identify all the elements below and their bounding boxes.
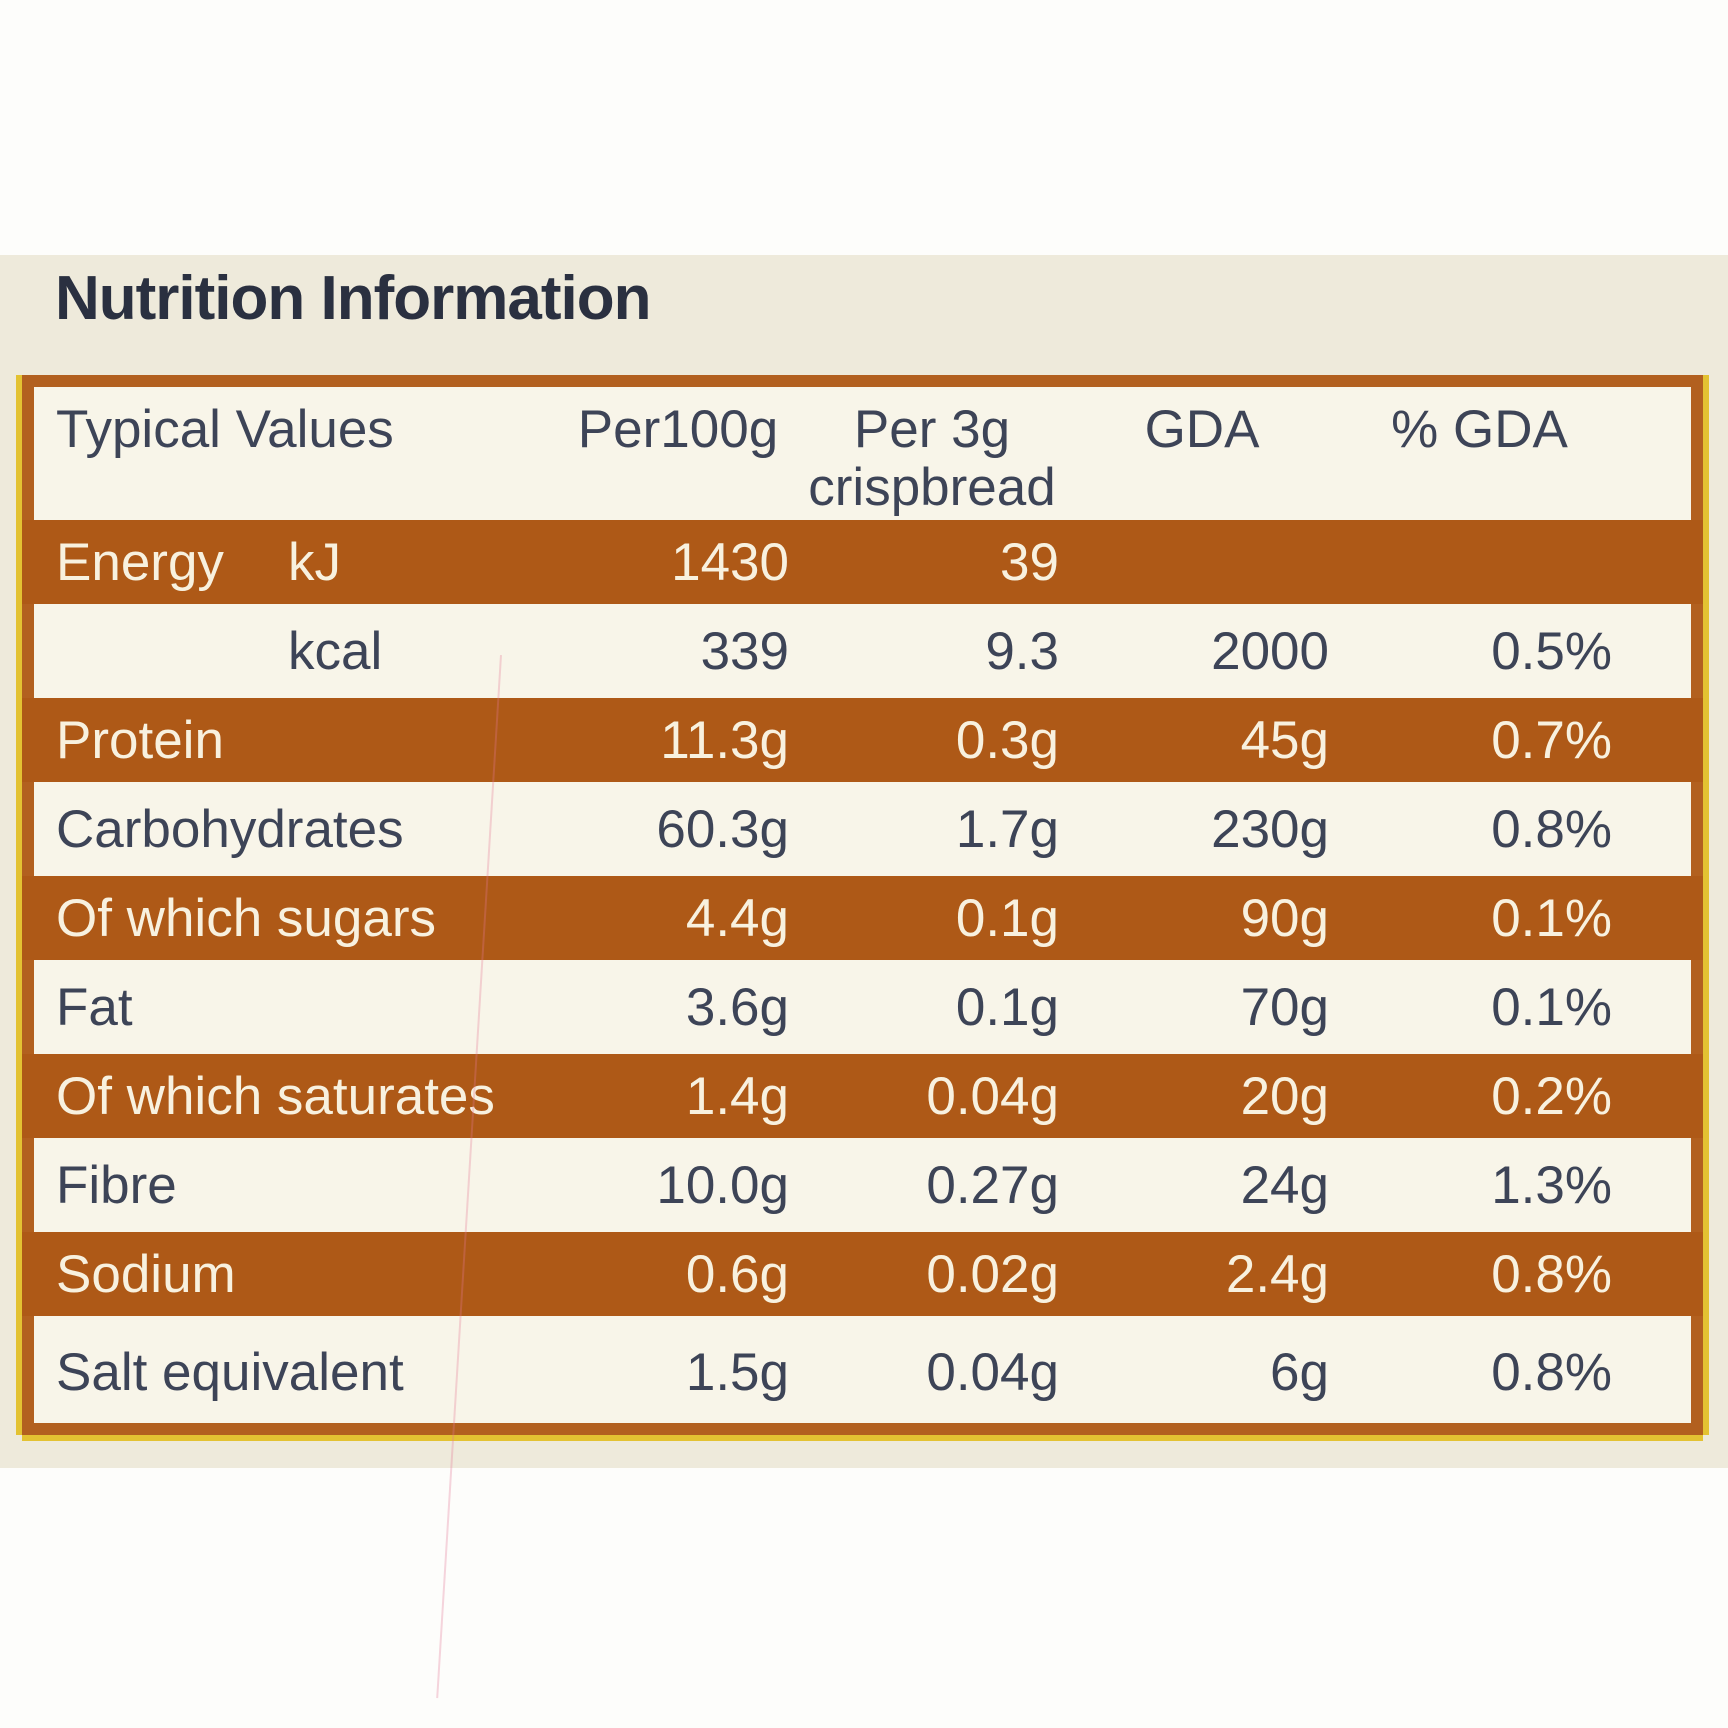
value-gda: 2000	[1211, 621, 1329, 681]
value-per-100g: 1.4g	[685, 1066, 789, 1126]
header-pct-gda: % GDA	[1391, 400, 1568, 459]
value-gda: 24g	[1240, 1155, 1329, 1215]
nutrient-unit: kcal	[288, 621, 383, 681]
value-per-3g: 39	[1000, 532, 1059, 592]
value-per-100g: 60.3g	[656, 799, 789, 859]
value-per-3g: 0.1g	[955, 888, 1059, 948]
header-per-3g-line1: Per 3g	[853, 400, 1011, 459]
value-per-3g: 0.3g	[955, 710, 1059, 770]
header-per-100g: Per100g	[577, 400, 779, 459]
table-row: Protein 11.3g 0.3g 45g 0.7%	[22, 698, 1703, 782]
value-per-100g: 0.6g	[685, 1244, 789, 1304]
header-per-3g-crispbread: Per 3g crispbread	[797, 401, 1067, 517]
table-row: Sodium 0.6g 0.02g 2.4g 0.8%	[22, 1232, 1703, 1316]
header-per-3g-line2: crispbread	[808, 458, 1056, 517]
nutrient-label: Fat	[56, 977, 133, 1037]
value-pct-gda: 0.1%	[1491, 888, 1612, 948]
page-title: Nutrition Information	[55, 264, 651, 333]
table-row: Energy kJ 1430 39	[22, 520, 1703, 604]
nutrient-label: Protein	[56, 710, 224, 770]
value-pct-gda: 0.2%	[1491, 1066, 1612, 1126]
nutrient-label: Energy	[56, 532, 224, 592]
value-pct-gda: 1.3%	[1491, 1155, 1612, 1215]
value-per-3g: 0.27g	[926, 1155, 1059, 1215]
table-row: Fat 3.6g 0.1g 70g 0.1%	[34, 965, 1691, 1049]
value-per-100g: 1.5g	[685, 1342, 789, 1402]
table-row: Of which saturates 1.4g 0.04g 20g 0.2%	[22, 1054, 1703, 1138]
value-pct-gda: 0.8%	[1491, 799, 1612, 859]
nutrient-label: Of which saturates	[56, 1066, 495, 1126]
value-pct-gda: 0.8%	[1491, 1342, 1612, 1402]
value-gda: 45g	[1240, 710, 1329, 770]
nutrient-label: Salt equivalent	[56, 1342, 404, 1402]
value-gda: 6g	[1270, 1342, 1329, 1402]
nutrition-table: Typical Values Per100g Per 3g crispbread…	[22, 375, 1703, 1435]
value-pct-gda: 0.8%	[1491, 1244, 1612, 1304]
value-pct-gda: 0.1%	[1491, 977, 1612, 1037]
value-gda: 2.4g	[1225, 1244, 1329, 1304]
nutrient-label: Of which sugars	[56, 888, 436, 948]
header-gda: GDA	[1144, 400, 1260, 459]
nutrient-label: Sodium	[56, 1244, 236, 1304]
value-gda: 70g	[1240, 977, 1329, 1037]
value-per-3g: 0.02g	[926, 1244, 1059, 1304]
value-per-3g: 0.04g	[926, 1066, 1059, 1126]
value-per-3g: 1.7g	[955, 799, 1059, 859]
value-per-3g: 0.04g	[926, 1342, 1059, 1402]
value-per-100g: 11.3g	[660, 710, 789, 770]
header-typical-values: Typical Values	[56, 400, 394, 459]
value-gda: 230g	[1211, 799, 1329, 859]
value-per-3g: 9.3	[985, 621, 1059, 681]
table-header-row: Typical Values Per100g Per 3g crispbread…	[34, 387, 1691, 517]
nutrient-label: Fibre	[56, 1155, 177, 1215]
value-per-100g: 339	[700, 621, 789, 681]
value-per-100g: 10.0g	[656, 1155, 789, 1215]
value-pct-gda: 0.7%	[1491, 710, 1612, 770]
table-row: kcal 339 9.3 2000 0.5%	[34, 609, 1691, 693]
value-per-3g: 0.1g	[955, 977, 1059, 1037]
nutrient-unit: kJ	[288, 532, 341, 592]
value-per-100g: 1430	[671, 532, 789, 592]
value-per-100g: 3.6g	[685, 977, 789, 1037]
table-row: Of which sugars 4.4g 0.1g 90g 0.1%	[22, 876, 1703, 960]
table-row: Fibre 10.0g 0.27g 24g 1.3%	[34, 1143, 1691, 1227]
table-row: Salt equivalent 1.5g 0.04g 6g 0.8%	[34, 1321, 1691, 1423]
value-per-100g: 4.4g	[685, 888, 789, 948]
value-pct-gda: 0.5%	[1491, 621, 1612, 681]
nutrition-label-panel: Nutrition Information Typical Values Per…	[0, 255, 1728, 1699]
nutrient-label: Carbohydrates	[56, 799, 404, 859]
value-gda: 20g	[1240, 1066, 1329, 1126]
value-gda: 90g	[1240, 888, 1329, 948]
table-row: Carbohydrates 60.3g 1.7g 230g 0.8%	[34, 787, 1691, 871]
